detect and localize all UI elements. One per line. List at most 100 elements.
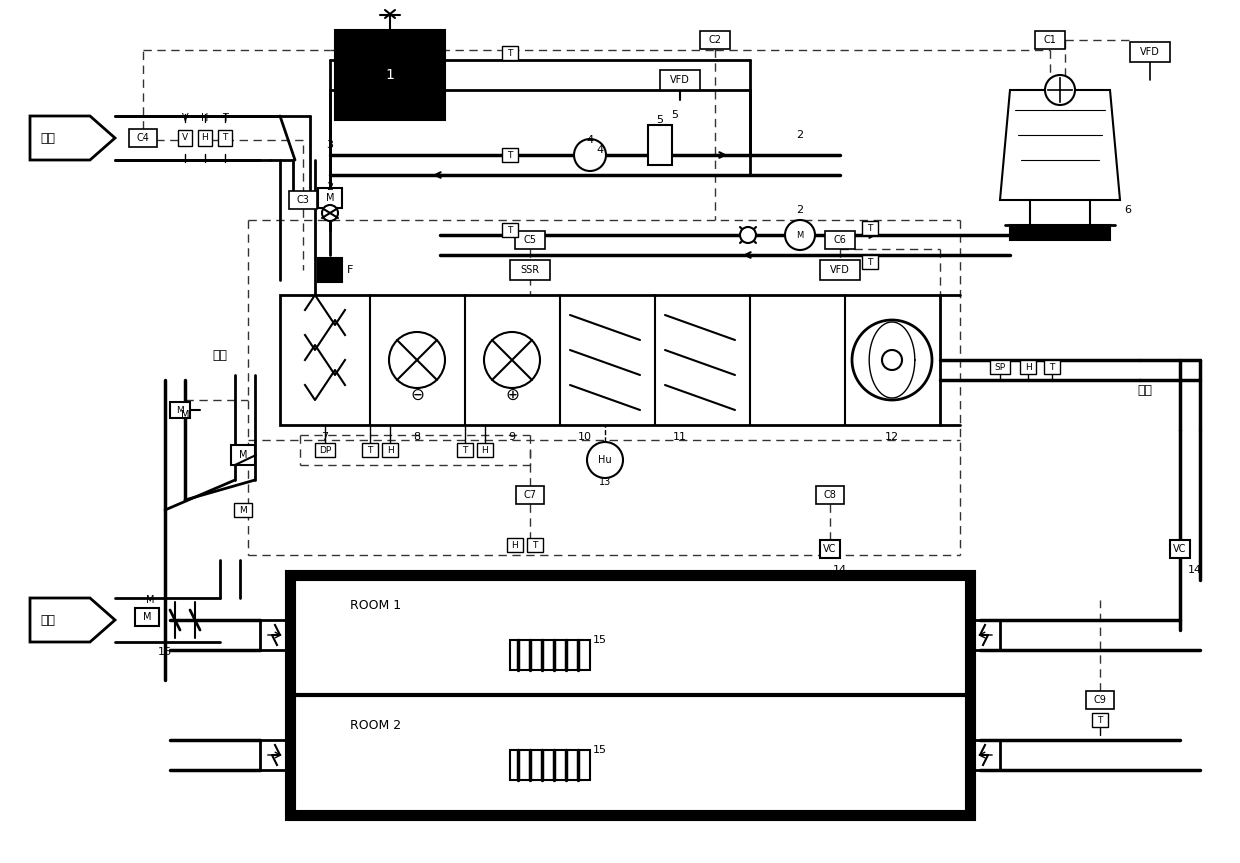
Text: 9: 9 [508,432,516,442]
Circle shape [484,332,539,388]
Text: 送风: 送风 [1137,383,1152,396]
Text: C4: C4 [136,133,150,143]
Text: SSR: SSR [521,265,539,275]
Bar [317,188,342,208]
Polygon shape [30,598,115,642]
Bar [515,231,546,249]
Bar [660,70,701,90]
Text: T: T [463,445,467,455]
Text: C6: C6 [833,235,847,245]
Text: 13: 13 [599,477,611,487]
Bar [1011,225,1110,240]
Text: 11: 11 [673,432,687,442]
Bar [1171,540,1190,558]
Text: VFD: VFD [670,75,689,85]
Bar [317,258,342,282]
Circle shape [882,350,901,370]
Bar [135,608,159,626]
Text: 7: 7 [321,432,329,442]
Text: 5: 5 [672,110,678,120]
Bar [218,130,232,146]
Text: T: T [1097,715,1102,725]
Text: 12: 12 [885,432,899,442]
Bar [1044,360,1060,374]
Bar [335,30,445,120]
Text: T: T [532,540,538,550]
Bar [862,255,878,269]
Text: T: T [867,257,873,267]
Text: V: V [182,113,188,123]
Text: VC: VC [1173,544,1187,554]
Bar [290,575,970,815]
Bar [527,538,543,552]
Polygon shape [30,116,115,160]
Text: T: T [507,225,512,235]
Polygon shape [999,90,1120,200]
Bar [825,231,856,249]
Text: M: M [143,612,151,622]
Bar [516,486,544,504]
Text: M: M [326,193,335,203]
Bar [502,46,518,60]
Text: 16: 16 [157,647,172,657]
Bar [1130,42,1171,62]
Bar [170,402,190,418]
Text: ROOM 1: ROOM 1 [350,599,401,612]
Circle shape [587,442,622,478]
Text: ⊕: ⊕ [505,386,518,404]
Bar [179,130,192,146]
Text: VFD: VFD [830,265,849,275]
Bar [234,503,252,517]
Bar [315,443,335,457]
Text: 4: 4 [587,135,594,145]
Text: H: H [512,540,518,550]
Text: C8: C8 [823,490,837,500]
Text: ROOM 2: ROOM 2 [350,719,401,732]
Bar [862,221,878,235]
Text: 10: 10 [578,432,591,442]
Bar [990,360,1011,374]
Text: 5: 5 [656,115,663,125]
Text: 15: 15 [593,745,608,755]
Bar [198,130,212,146]
Text: T: T [222,134,228,142]
Text: M: M [239,450,247,460]
Text: H: H [202,134,208,142]
Circle shape [389,332,445,388]
Text: SP: SP [994,362,1006,371]
Circle shape [785,220,815,250]
Bar [507,538,523,552]
Text: 回风: 回风 [212,349,227,362]
Circle shape [322,205,339,221]
Circle shape [852,320,932,400]
Bar [502,148,518,162]
Bar [1035,31,1065,49]
Text: 6: 6 [1125,205,1131,215]
Text: T: T [507,48,512,58]
Text: T: T [867,224,873,232]
Text: 新风: 新风 [41,131,56,144]
Text: C9: C9 [1094,695,1106,705]
Bar [477,443,494,457]
Text: V: V [182,134,188,142]
Bar [510,750,590,780]
Text: ⊖: ⊖ [410,386,424,404]
Bar [1086,691,1114,709]
Text: 排风: 排风 [41,614,56,627]
Text: C5: C5 [523,235,537,245]
Bar [231,445,255,465]
Bar [649,125,672,165]
Text: M: M [146,595,154,605]
Bar [1021,360,1035,374]
Text: 14: 14 [1188,565,1202,575]
Circle shape [1045,75,1075,105]
Text: 1: 1 [386,68,394,82]
Bar [1092,713,1109,727]
Text: C2: C2 [708,35,722,45]
Bar [510,260,551,280]
Text: T: T [507,150,512,160]
Text: M: M [181,410,190,420]
Text: 14: 14 [833,565,847,575]
Bar [820,260,861,280]
Text: M: M [176,406,184,414]
